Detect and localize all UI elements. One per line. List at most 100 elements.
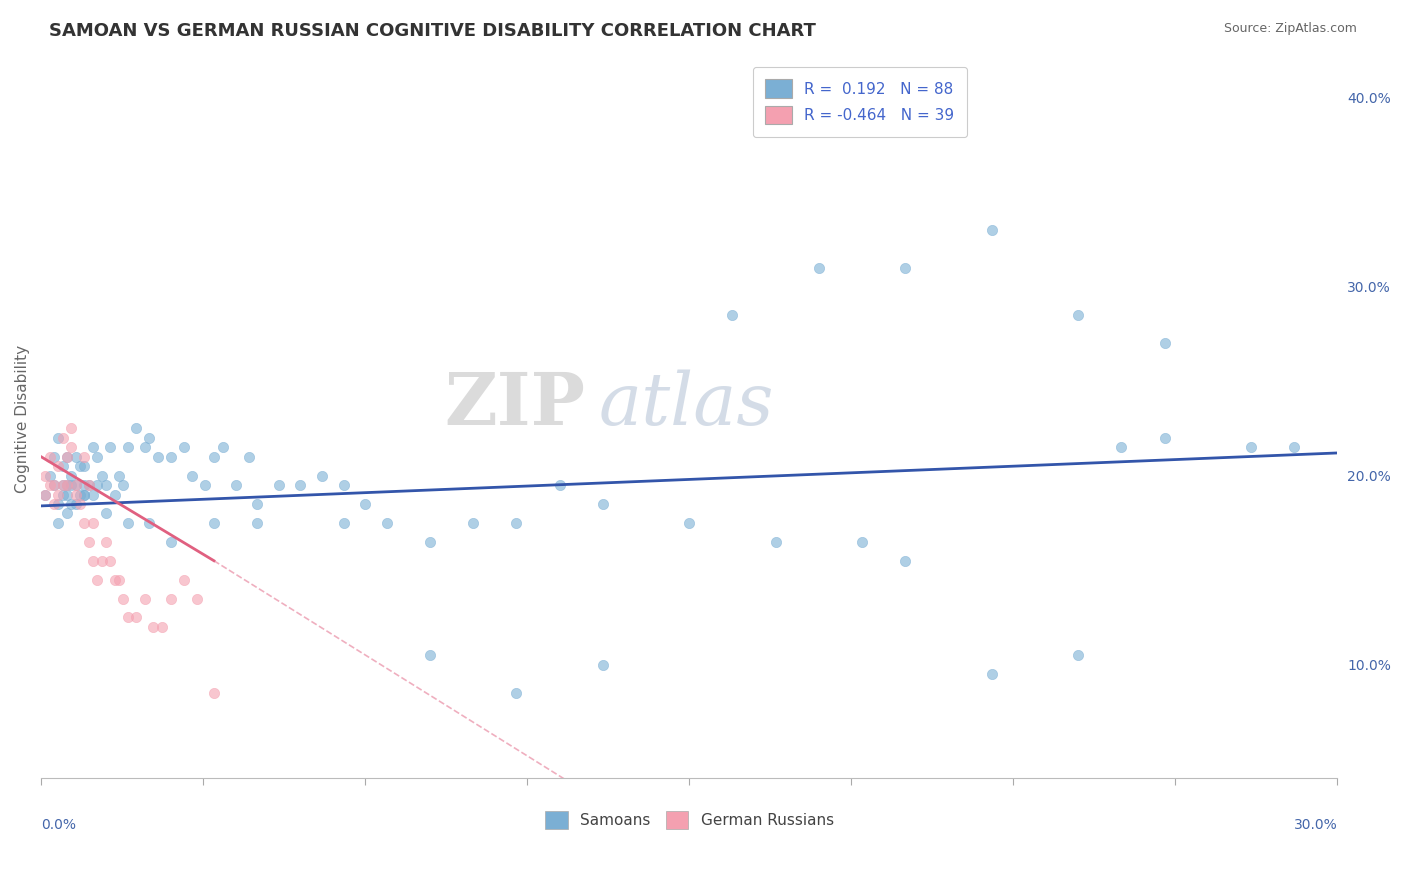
Point — [980, 223, 1002, 237]
Text: SAMOAN VS GERMAN RUSSIAN COGNITIVE DISABILITY CORRELATION CHART: SAMOAN VS GERMAN RUSSIAN COGNITIVE DISAB… — [49, 22, 815, 40]
Point — [112, 591, 135, 606]
Point — [94, 478, 117, 492]
Point — [108, 573, 131, 587]
Point — [77, 478, 100, 492]
Point — [77, 534, 100, 549]
Point — [117, 610, 139, 624]
Point — [48, 516, 70, 530]
Point — [38, 450, 60, 464]
Point — [1282, 440, 1305, 454]
Point — [82, 516, 104, 530]
Point — [375, 516, 398, 530]
Point — [86, 478, 108, 492]
Text: Source: ZipAtlas.com: Source: ZipAtlas.com — [1223, 22, 1357, 36]
Point — [52, 431, 75, 445]
Point — [98, 440, 121, 454]
Point — [419, 648, 441, 663]
Point — [851, 534, 873, 549]
Point — [65, 450, 87, 464]
Point — [211, 440, 233, 454]
Point — [56, 478, 79, 492]
Point — [894, 260, 917, 275]
Point — [42, 497, 65, 511]
Point — [290, 478, 312, 492]
Point — [202, 686, 225, 700]
Point — [173, 440, 195, 454]
Point — [60, 497, 83, 511]
Point — [807, 260, 830, 275]
Point — [98, 554, 121, 568]
Text: 30.0%: 30.0% — [1294, 818, 1337, 831]
Point — [125, 421, 148, 435]
Point — [82, 554, 104, 568]
Point — [38, 468, 60, 483]
Point — [69, 497, 91, 511]
Point — [94, 534, 117, 549]
Point — [505, 686, 527, 700]
Point — [246, 516, 269, 530]
Point — [103, 487, 125, 501]
Point — [69, 459, 91, 474]
Point — [90, 468, 112, 483]
Point — [1067, 648, 1090, 663]
Point — [73, 459, 96, 474]
Point — [765, 534, 787, 549]
Point — [77, 478, 100, 492]
Point — [94, 507, 117, 521]
Point — [225, 478, 247, 492]
Point — [65, 478, 87, 492]
Point — [311, 468, 333, 483]
Point — [202, 450, 225, 464]
Point — [48, 487, 70, 501]
Point — [48, 431, 70, 445]
Point — [82, 440, 104, 454]
Point — [202, 516, 225, 530]
Point — [1153, 431, 1175, 445]
Y-axis label: Cognitive Disability: Cognitive Disability — [15, 345, 30, 493]
Point — [117, 440, 139, 454]
Point — [463, 516, 485, 530]
Text: 0.0%: 0.0% — [41, 818, 76, 831]
Text: ZIP: ZIP — [444, 369, 585, 440]
Point — [86, 450, 108, 464]
Point — [181, 468, 204, 483]
Point — [108, 468, 131, 483]
Point — [138, 431, 160, 445]
Point — [69, 487, 91, 501]
Point — [150, 620, 173, 634]
Point — [548, 478, 571, 492]
Point — [678, 516, 700, 530]
Point — [38, 478, 60, 492]
Point — [980, 667, 1002, 681]
Point — [52, 459, 75, 474]
Point — [332, 478, 354, 492]
Point — [419, 534, 441, 549]
Point — [60, 478, 83, 492]
Point — [60, 421, 83, 435]
Point — [1067, 308, 1090, 322]
Legend: Samoans, German Russians: Samoans, German Russians — [538, 805, 839, 835]
Point — [103, 573, 125, 587]
Point — [65, 487, 87, 501]
Point — [56, 450, 79, 464]
Point — [34, 487, 56, 501]
Point — [117, 516, 139, 530]
Point — [112, 478, 135, 492]
Point — [173, 573, 195, 587]
Point — [246, 497, 269, 511]
Point — [86, 573, 108, 587]
Point — [194, 478, 217, 492]
Point — [48, 497, 70, 511]
Point — [34, 468, 56, 483]
Point — [1111, 440, 1133, 454]
Point — [146, 450, 169, 464]
Point — [354, 497, 377, 511]
Point — [138, 516, 160, 530]
Point — [52, 478, 75, 492]
Point — [1240, 440, 1263, 454]
Point — [73, 487, 96, 501]
Point — [592, 657, 614, 672]
Point — [332, 516, 354, 530]
Point — [73, 478, 96, 492]
Point — [42, 450, 65, 464]
